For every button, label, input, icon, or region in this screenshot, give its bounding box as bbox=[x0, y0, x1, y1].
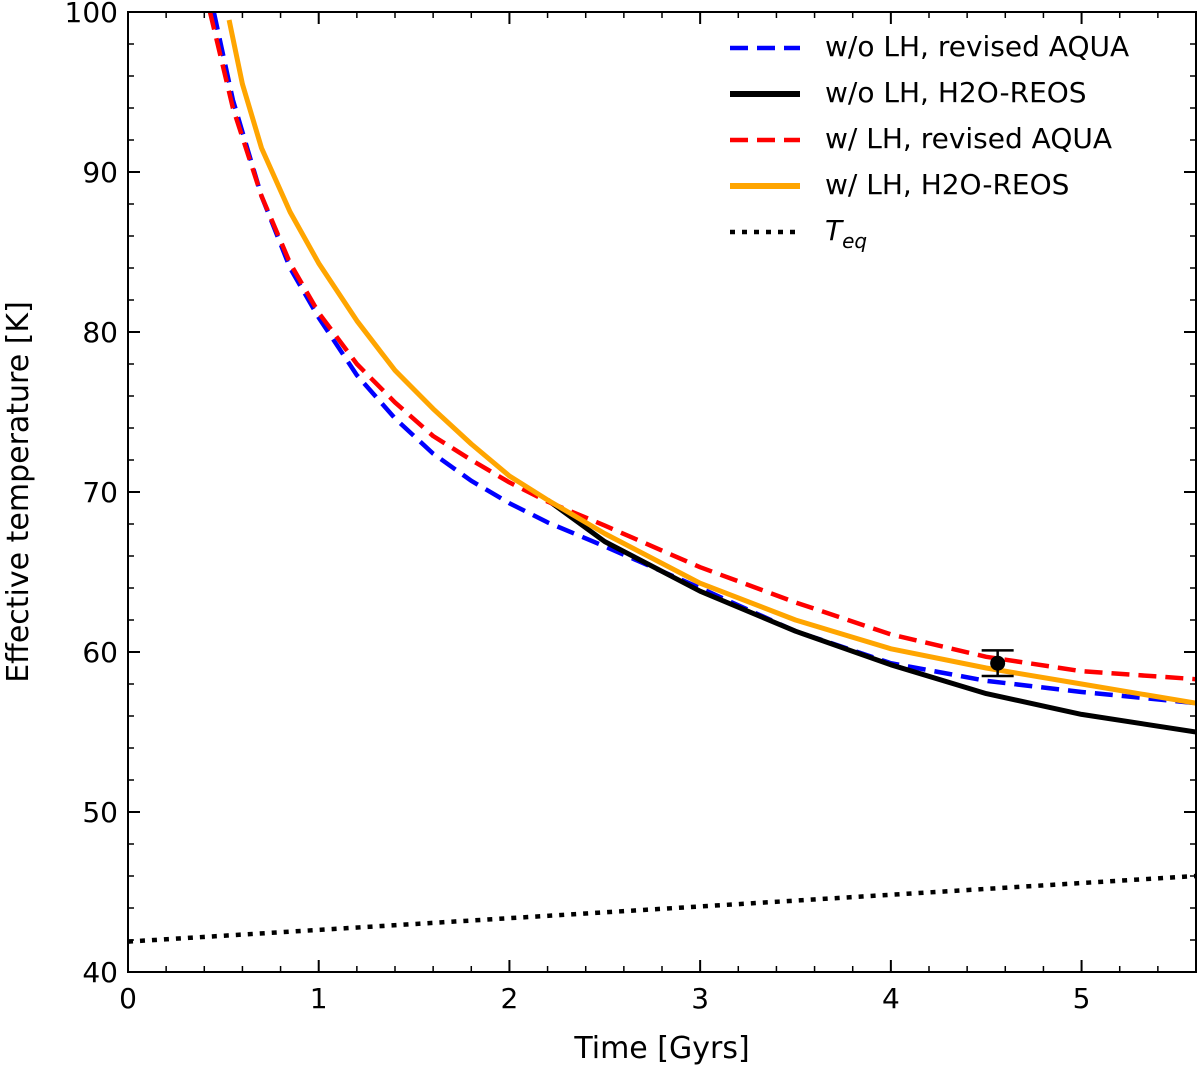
x-tick-label: 0 bbox=[119, 982, 137, 1015]
y-tick-label: 100 bbox=[65, 0, 118, 29]
x-tick-label: 5 bbox=[1073, 982, 1091, 1015]
y-tick-label: 90 bbox=[82, 156, 118, 189]
legend-label-2: w/ LH, revised AQUA bbox=[825, 122, 1112, 155]
legend: w/o LH, revised AQUA w/o LH, H2O-REOS w/ L… bbox=[730, 30, 1129, 253]
series-line-1 bbox=[546, 497, 1196, 735]
y-tick-label: 70 bbox=[82, 476, 118, 509]
plot-frame bbox=[127, 11, 1197, 973]
legend-label-0: w/o LH, revised AQUA bbox=[825, 30, 1129, 63]
x-tick-label: 1 bbox=[310, 982, 328, 1015]
x-tick-label: 4 bbox=[882, 982, 900, 1015]
errorbar-layer bbox=[981, 649, 1014, 678]
x-axis-label: Time [Gyrs] bbox=[573, 1031, 749, 1066]
y-tick-label: 80 bbox=[82, 316, 118, 349]
x-tick-label: 3 bbox=[691, 982, 709, 1015]
y-tick-label: 50 bbox=[82, 796, 118, 829]
series-layer bbox=[128, 12, 1196, 944]
series-line-4 bbox=[128, 873, 1196, 944]
series-line-0 bbox=[211, 12, 1196, 706]
legend-label-3: w/ LH, H2O-REOS bbox=[825, 168, 1069, 201]
legend-label-4: Teq bbox=[825, 214, 867, 253]
y-axis-label: Effective temperature [K] bbox=[1, 301, 36, 683]
y-tick-label: 60 bbox=[82, 636, 118, 669]
y-tick-label: 40 bbox=[82, 956, 118, 989]
ticks-layer: 0 1 2 3 4 5 40 50 60 70 80 90 100 bbox=[65, 0, 1196, 1015]
series-line-2 bbox=[207, 12, 1196, 682]
legend-label-1: w/o LH, H2O-REOS bbox=[825, 76, 1087, 109]
series-line-3 bbox=[226, 19, 1196, 706]
data-point bbox=[990, 655, 1006, 671]
x-tick-label: 2 bbox=[501, 982, 519, 1015]
